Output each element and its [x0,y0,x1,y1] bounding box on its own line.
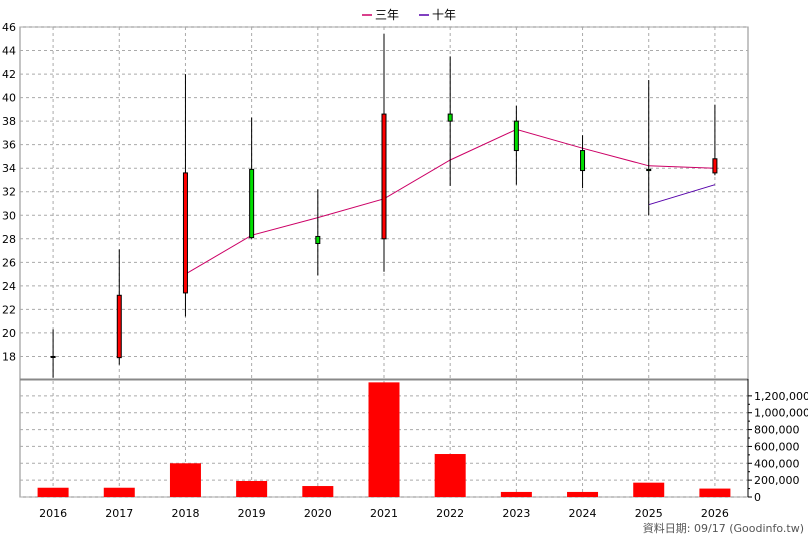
x-tick-label: 2026 [701,507,729,520]
x-tick-label: 2018 [171,507,199,520]
x-tick-label: 2024 [569,507,597,520]
price-tick-label: 30 [2,209,16,222]
price-tick-label: 26 [2,256,16,269]
x-tick-label: 2022 [436,507,464,520]
volume-tick-label: 400,000 [754,457,800,470]
price-tick-label: 38 [2,115,16,128]
candle-body [116,294,122,359]
x-tick-label: 2020 [304,507,332,520]
price-tick-label: 44 [2,45,16,58]
candle-body [182,172,188,294]
candle-body [580,150,586,172]
candle-body [513,120,519,152]
volume-bar [500,491,532,497]
candle-body [447,113,453,122]
x-tick-label: 2016 [39,507,67,520]
candle-body [50,355,56,358]
volume-bar [633,482,665,497]
price-tick-label: 46 [2,21,16,34]
price-tick-label: 34 [2,162,16,175]
price-tick-label: 20 [2,327,16,340]
x-tick-label: 2021 [370,507,398,520]
series-line [648,184,716,206]
candle-body [381,113,387,240]
x-tick-label: 2025 [635,507,663,520]
x-tick-label: 2019 [238,507,266,520]
legend-label: 三年 [375,8,399,22]
price-tick-label: 28 [2,233,16,246]
price-tick-label: 40 [2,92,16,105]
candle-body [646,168,652,172]
price-tick-label: 18 [2,350,16,363]
volume-bar [434,454,466,497]
price-tick-label: 24 [2,280,16,293]
volume-bar [37,487,69,497]
candle-body [249,168,255,239]
footer-source: 資料日期: 09/17 (Goodinfo.tw) [642,522,804,535]
legend-label: 十年 [432,8,456,22]
candle-body [712,158,718,174]
price-tick-label: 32 [2,186,16,199]
volume-tick-label: 1,000,000 [754,407,808,420]
price-tick-label: 22 [2,303,16,316]
x-tick-label: 2023 [502,507,530,520]
volume-bar [103,487,135,497]
x-tick-label: 2017 [105,507,133,520]
volume-tick-label: 1,200,000 [754,390,808,403]
volume-bar [699,488,731,497]
volume-tick-label: 200,000 [754,474,800,487]
volume-bar [302,486,334,497]
candle-body [315,235,321,245]
volume-bar [169,463,201,497]
volume-tick-label: 600,000 [754,440,800,453]
price-tick-label: 36 [2,139,16,152]
volume-bar [567,491,599,497]
price-tick-label: 42 [2,68,16,81]
volume-bar [368,382,400,497]
volume-bar [236,480,268,497]
volume-tick-label: 800,000 [754,424,800,437]
volume-tick-label: 0 [754,491,761,504]
